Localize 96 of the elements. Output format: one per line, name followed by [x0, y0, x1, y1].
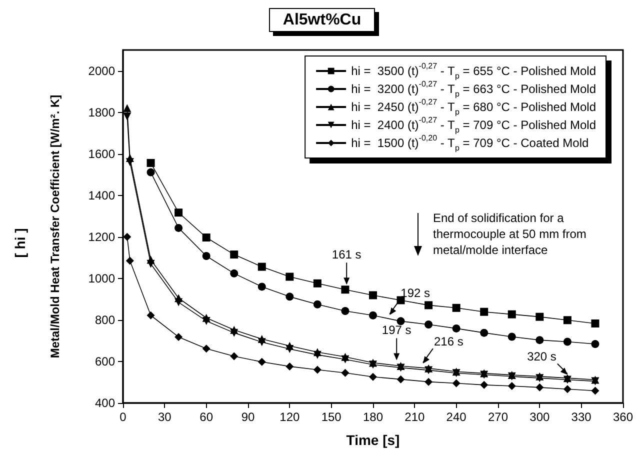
point: [536, 383, 544, 392]
point: [508, 332, 516, 341]
point: [424, 301, 433, 310]
point: [536, 312, 544, 321]
point: [341, 307, 350, 316]
annotation: 161 s: [332, 248, 362, 262]
point: [368, 372, 377, 381]
y-tick-label: 800: [94, 312, 116, 327]
point: [396, 317, 405, 326]
x-tick-label: 240: [446, 410, 467, 424]
x-axis-title: Time [s]: [346, 432, 400, 448]
point: [286, 362, 294, 370]
annotation: 216 s: [434, 334, 464, 349]
y-tick-label: 1600: [88, 146, 116, 161]
point: [480, 380, 488, 389]
point: [202, 316, 210, 325]
point: [258, 282, 266, 291]
point: [202, 234, 210, 242]
point: [452, 379, 460, 388]
point: [174, 224, 183, 232]
point: [123, 104, 132, 112]
point: [202, 344, 210, 353]
x-tick-label: 120: [280, 410, 300, 424]
x-tick-label: 150: [321, 410, 342, 424]
annotation: End of solidification for a thermocouple at 50 mm from metal/molde interface: [433, 211, 586, 257]
point: [341, 355, 350, 364]
point: [369, 311, 377, 320]
point: [313, 366, 322, 374]
point: [258, 338, 266, 346]
x-tick-label: 300: [530, 410, 550, 424]
y-tick-label: 1200: [88, 230, 116, 244]
point: [174, 208, 183, 217]
point: [341, 368, 350, 377]
point: [452, 304, 460, 312]
y-tick-label: 2000: [88, 64, 116, 78]
point: [313, 279, 322, 288]
x-tick-label: 0: [120, 410, 127, 424]
point: [424, 320, 433, 329]
point: [146, 168, 155, 176]
point: [146, 311, 155, 320]
point: [591, 386, 600, 395]
point: [480, 328, 488, 337]
point: [341, 286, 350, 294]
x-tick-label: 30: [158, 410, 172, 424]
point: [452, 324, 460, 332]
point: [396, 296, 405, 304]
y-axis-title: Metal/Mold Heat Transfer Coefficient [W/m². K]: [48, 94, 62, 358]
chart-title: Al5wt%Cu: [282, 12, 362, 28]
point: [230, 250, 238, 259]
x-tick-label: 360: [612, 410, 634, 424]
point: [258, 262, 266, 271]
point: [508, 310, 516, 318]
point: [286, 345, 294, 354]
point: [563, 338, 572, 346]
point: [230, 269, 238, 278]
point: [396, 375, 405, 384]
text: [ hi ]: [12, 228, 28, 258]
y-tick-label: 1800: [88, 105, 116, 120]
point: [146, 260, 155, 268]
point: [368, 291, 377, 300]
point: [286, 272, 294, 281]
point: [286, 292, 294, 301]
point: [123, 112, 132, 120]
point: [202, 252, 210, 260]
point: [563, 385, 572, 394]
y-tick-label: 1400: [88, 188, 116, 202]
y-tick-label: 400: [94, 396, 116, 410]
x-tick-label: 270: [488, 410, 508, 424]
point: [174, 298, 183, 306]
point: [146, 158, 155, 167]
point: [591, 319, 600, 328]
point: [563, 316, 572, 324]
x-tick-label: 330: [571, 410, 592, 424]
annotation: 197 s: [382, 323, 412, 338]
point: [258, 358, 266, 366]
point: [536, 336, 544, 344]
point: [174, 332, 183, 341]
point: [480, 308, 488, 316]
y-tick-label: 600: [94, 354, 116, 368]
x-tick-label: 180: [362, 410, 384, 424]
point: [126, 158, 134, 166]
point: [424, 378, 433, 386]
point: [313, 350, 322, 359]
y-tick-label: 1000: [88, 271, 116, 286]
point: [230, 328, 238, 337]
x-tick-label: 90: [241, 410, 255, 424]
point: [230, 352, 238, 360]
annotation: 320 s: [527, 350, 556, 364]
point: [123, 232, 132, 241]
point: [313, 300, 322, 308]
point: [508, 382, 516, 390]
annotation: 192 s: [400, 286, 430, 300]
x-tick-label: 210: [404, 410, 425, 424]
point: [591, 340, 600, 348]
point: [126, 256, 134, 265]
x-tick-label: 60: [200, 410, 214, 424]
